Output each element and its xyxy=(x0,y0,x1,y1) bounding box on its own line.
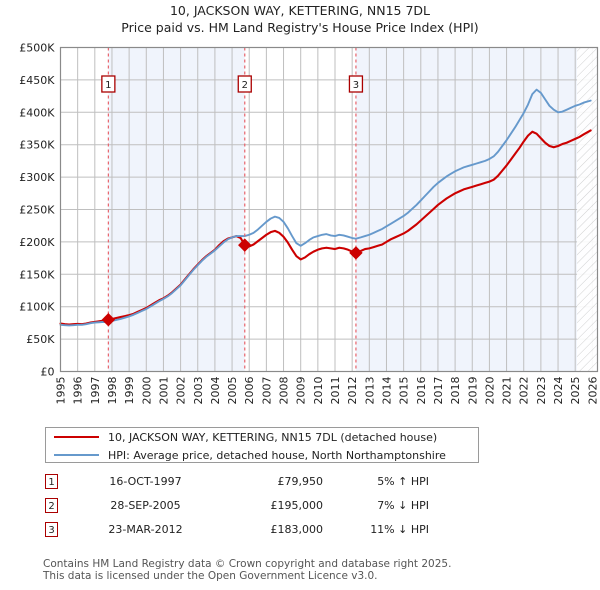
legend-label-hpi: HPI: Average price, detached house, Nort… xyxy=(108,448,446,462)
title-primary: 10, JACKSON WAY, KETTERING, NN15 7DL xyxy=(169,3,431,18)
svg-text:2014: 2014 xyxy=(380,377,393,405)
row-date-3: 23-MAR-2012 xyxy=(108,523,183,536)
svg-text:1998: 1998 xyxy=(106,377,119,405)
svg-text:1995: 1995 xyxy=(55,377,68,405)
event-marker-badges: 1 2 3 xyxy=(101,75,364,93)
transaction-points xyxy=(101,238,363,327)
transactions-table: 1 16-OCT-1997 £79,950 5% ↑ HPI 2 28-SEP-… xyxy=(45,472,465,544)
svg-text:2003: 2003 xyxy=(192,377,205,405)
svg-text:2011: 2011 xyxy=(329,377,342,405)
svg-text:2023: 2023 xyxy=(535,377,548,405)
row-hpi-delta-1: 5% ↑ HPI xyxy=(377,475,429,488)
row-price-2: £195,000 xyxy=(270,499,324,512)
svg-text:2012: 2012 xyxy=(346,377,359,405)
svg-text:£200K: £200K xyxy=(19,236,55,249)
svg-text:2020: 2020 xyxy=(483,376,496,404)
svg-text:£350K: £350K xyxy=(19,139,55,152)
svg-text:£0: £0 xyxy=(41,366,55,379)
row-date-1: 16-OCT-1997 xyxy=(109,475,182,488)
svg-text:£400K: £400K xyxy=(19,106,55,119)
legend-swatch-hpi xyxy=(54,454,99,456)
table-row: 1 16-OCT-1997 £79,950 5% ↑ HPI xyxy=(45,472,465,496)
data-series xyxy=(59,88,592,327)
svg-text:2021: 2021 xyxy=(501,377,514,405)
svg-text:£100K: £100K xyxy=(19,301,55,314)
svg-text:2024: 2024 xyxy=(552,377,565,405)
svg-text:2006: 2006 xyxy=(243,377,256,405)
svg-text:2010: 2010 xyxy=(312,377,325,405)
title-secondary: Price paid vs. HM Land Registry's House … xyxy=(121,20,479,35)
svg-text:2009: 2009 xyxy=(295,377,308,405)
row-hpi-delta-2: 7% ↓ HPI xyxy=(377,499,429,512)
price-chart: £0 £50K £100K £150K £200K £250K £300K £350K £400… xyxy=(19,42,600,405)
plot-frame xyxy=(59,46,599,373)
svg-text:2001: 2001 xyxy=(157,377,170,405)
svg-text:2016: 2016 xyxy=(415,377,428,405)
svg-text:2018: 2018 xyxy=(449,377,462,405)
legend-item-hpi: HPI: Average price, detached house, Nort… xyxy=(46,446,446,464)
svg-text:1999: 1999 xyxy=(123,377,136,405)
row-price-3: £183,000 xyxy=(270,523,324,536)
svg-text:2007: 2007 xyxy=(260,377,273,405)
svg-text:2019: 2019 xyxy=(466,377,479,405)
svg-text:1: 1 xyxy=(105,80,111,91)
svg-text:2002: 2002 xyxy=(175,377,188,405)
svg-text:1997: 1997 xyxy=(89,377,102,405)
svg-text:£450K: £450K xyxy=(19,74,55,87)
row-badge-3: 3 xyxy=(45,522,58,537)
svg-text:2013: 2013 xyxy=(363,377,376,405)
row-badge-2: 2 xyxy=(45,498,58,513)
footer-line-copyright: Contains HM Land Registry data © Crown c… xyxy=(43,558,452,570)
future-hatch-region xyxy=(576,47,598,372)
svg-text:2022: 2022 xyxy=(518,377,531,405)
chart-legend: 10, JACKSON WAY, KETTERING, NN15 7DL (de… xyxy=(45,427,479,463)
legend-item-property: 10, JACKSON WAY, KETTERING, NN15 7DL (de… xyxy=(46,428,437,446)
svg-text:2004: 2004 xyxy=(209,377,222,405)
row-hpi-delta-3: 11% ↓ HPI xyxy=(370,523,429,536)
row-badge-1: 1 xyxy=(45,474,58,489)
x-axis-labels: 1995 1996 1997 1998 1999 2000 2001 2002 2003 2004… xyxy=(55,376,600,404)
svg-text:£250K: £250K xyxy=(19,204,55,217)
svg-text:£150K: £150K xyxy=(19,268,55,281)
svg-text:2017: 2017 xyxy=(432,377,445,405)
legend-swatch-property xyxy=(54,436,99,438)
legend-label-property: 10, JACKSON WAY, KETTERING, NN15 7DL (de… xyxy=(108,430,438,444)
svg-text:£300K: £300K xyxy=(19,171,55,184)
svg-text:2000: 2000 xyxy=(140,377,153,405)
svg-text:£500K: £500K xyxy=(19,42,55,55)
svg-text:1996: 1996 xyxy=(72,377,85,405)
svg-text:2026: 2026 xyxy=(586,377,599,405)
svg-text:3: 3 xyxy=(353,80,359,91)
table-row: 2 28-SEP-2005 £195,000 7% ↓ HPI xyxy=(45,496,465,520)
y-axis-labels: £0 £50K £100K £150K £200K £250K £300K £350K £400… xyxy=(19,42,55,379)
svg-text:2015: 2015 xyxy=(398,377,411,405)
footer-line-licence: This data is licensed under the Open Gov… xyxy=(43,570,378,582)
page-title: 10, JACKSON WAY, KETTERING, NN15 7DL Pri… xyxy=(0,2,600,36)
svg-text:2025: 2025 xyxy=(569,377,582,405)
row-price-1: £79,950 xyxy=(277,475,324,488)
svg-text:2: 2 xyxy=(242,80,248,91)
svg-text:2005: 2005 xyxy=(226,377,239,405)
svg-text:£50K: £50K xyxy=(26,333,55,346)
svg-text:2008: 2008 xyxy=(278,377,291,405)
table-row: 3 23-MAR-2012 £183,000 11% ↓ HPI xyxy=(45,520,465,544)
footer-attribution: Contains HM Land Registry data © Crown c… xyxy=(43,558,583,582)
row-date-2: 28-SEP-2005 xyxy=(110,499,181,512)
